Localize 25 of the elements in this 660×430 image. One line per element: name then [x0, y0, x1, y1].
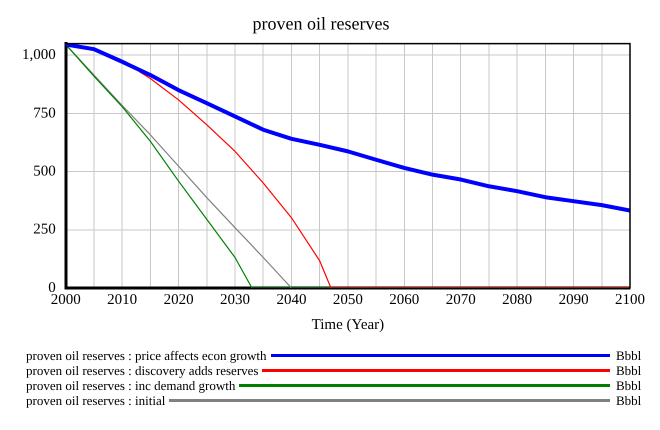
y-tick-label: 750: [33, 105, 56, 122]
x-tick-label: 2080: [502, 292, 532, 308]
x-tick-label: 2100: [615, 292, 645, 308]
x-tick-label: 2070: [446, 292, 476, 308]
x-tick-label: 2050: [332, 292, 363, 308]
legend-label: proven oil reserves : price affects econ growth: [26, 348, 267, 363]
x-tick-label: 2040: [276, 292, 306, 308]
x-axis-title: Time (Year): [312, 316, 384, 333]
y-tick-label: 250: [33, 222, 56, 238]
y-tick-label: 500: [33, 164, 56, 180]
text: Bbbl: [616, 378, 642, 393]
legend-label: proven oil reserves : discovery adds reserves: [26, 363, 258, 378]
x-tick-label: 2030: [220, 292, 250, 308]
x-tick-label: 2000: [50, 292, 81, 308]
text: Bbbl: [616, 363, 642, 378]
x-tick-label: 2090: [558, 292, 589, 308]
x-tick-label: 2060: [389, 292, 420, 308]
x-tick-label: 2010: [107, 292, 138, 308]
text: Bbbl: [616, 348, 642, 363]
y-tick-label: 1,000: [22, 47, 56, 64]
legend-label: proven oil reserves : initial: [26, 393, 166, 408]
text: Bbbl: [616, 393, 642, 408]
x-tick-label: 2020: [164, 292, 194, 308]
legend-label: proven oil reserves : inc demand growth: [26, 378, 236, 393]
chart-title: proven oil reserves: [252, 14, 390, 34]
